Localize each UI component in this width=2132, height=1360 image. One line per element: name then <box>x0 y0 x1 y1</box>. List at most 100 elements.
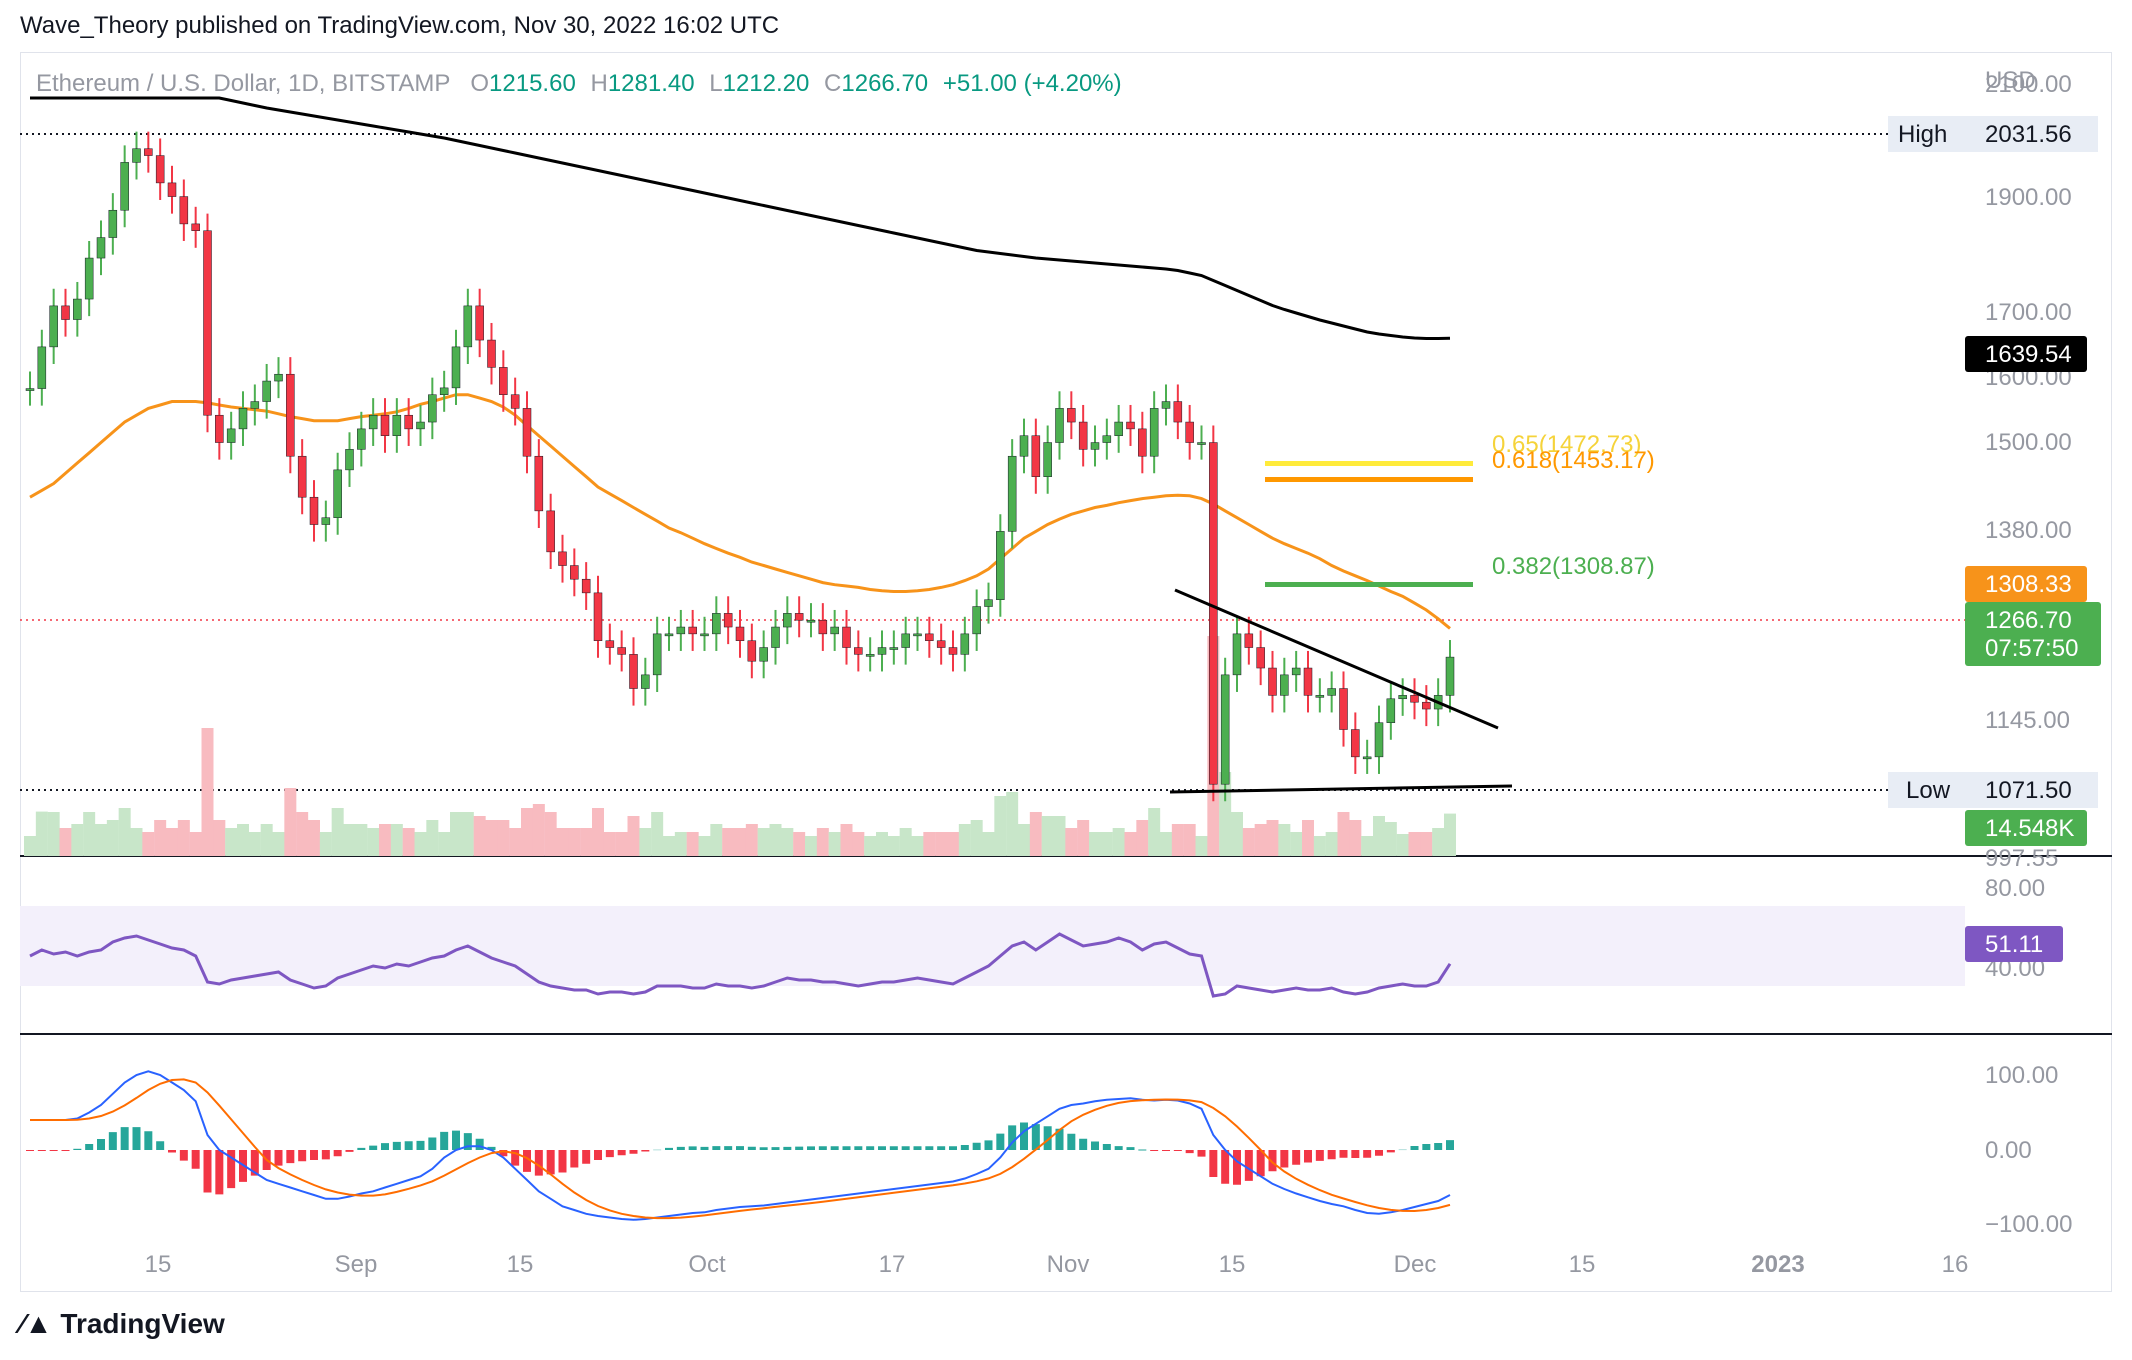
candle-body[interactable] <box>629 654 638 689</box>
candle-body[interactable] <box>368 414 378 430</box>
time-axis[interactable]: 15 Sep 15 Oct 17 Nov 15 Dec 15 2023 16 <box>145 1251 1969 1278</box>
candle-body[interactable] <box>463 305 473 348</box>
candle-body[interactable] <box>712 613 721 635</box>
candle-body[interactable] <box>960 633 970 655</box>
fib-65-line[interactable] <box>1265 461 1473 466</box>
price-axis[interactable]: 2100.001900.001700.001600.001500.001380.… <box>1985 71 2072 872</box>
candle-body[interactable] <box>96 237 106 259</box>
candle-body[interactable] <box>794 613 804 621</box>
candle-body[interactable] <box>274 373 283 382</box>
candle-body[interactable] <box>1315 695 1325 698</box>
candle-body[interactable] <box>1185 421 1194 443</box>
candle-body[interactable] <box>1114 421 1123 436</box>
candle-body[interactable] <box>309 496 319 525</box>
candle-body[interactable] <box>558 551 567 566</box>
candle-body[interactable] <box>61 305 70 320</box>
candle-body[interactable] <box>226 428 236 443</box>
candle-body[interactable] <box>1090 442 1100 450</box>
candle-body[interactable] <box>652 633 662 676</box>
candle-body[interactable] <box>1161 401 1171 409</box>
candle-body[interactable] <box>1244 633 1254 648</box>
signal-line[interactable] <box>30 1078 1451 1220</box>
candle-body[interactable] <box>877 647 887 655</box>
candle-body[interactable] <box>1398 695 1407 700</box>
candle-body[interactable] <box>191 223 200 231</box>
candle-body[interactable] <box>1280 674 1289 696</box>
candle-body[interactable] <box>49 305 58 348</box>
candle-body[interactable] <box>1445 656 1455 696</box>
support-trendline[interactable] <box>1169 784 1513 794</box>
candle-body[interactable] <box>416 421 425 430</box>
candle-body[interactable] <box>936 640 946 648</box>
candle-body[interactable] <box>1019 435 1029 457</box>
candle-body[interactable] <box>996 531 1005 600</box>
candle-body[interactable] <box>1126 421 1135 430</box>
candle-body[interactable] <box>451 346 461 389</box>
candle-body[interactable] <box>1007 455 1017 532</box>
candle-body[interactable] <box>948 647 958 655</box>
candle-body[interactable] <box>830 626 839 635</box>
candle-body[interactable] <box>901 633 910 648</box>
candle-body[interactable] <box>1362 756 1372 760</box>
fib-382-line[interactable] <box>1265 582 1473 587</box>
candle-body[interactable] <box>108 209 118 238</box>
candle-body[interactable] <box>499 367 508 395</box>
candle-body[interactable] <box>617 647 626 655</box>
candle-body[interactable] <box>546 510 555 553</box>
candle-body[interactable] <box>321 517 331 525</box>
candle-body[interactable] <box>593 592 603 641</box>
candle-body[interactable] <box>771 626 780 648</box>
candle-body[interactable] <box>735 626 745 641</box>
candle-body[interactable] <box>84 257 94 300</box>
candle-body[interactable] <box>1351 729 1360 758</box>
candle-body[interactable] <box>1374 722 1384 758</box>
candle-body[interactable] <box>1291 667 1301 676</box>
candle-body[interactable] <box>664 633 674 637</box>
candle-body[interactable] <box>250 401 260 409</box>
candle-body[interactable] <box>723 613 733 628</box>
candle-body[interactable] <box>688 626 697 635</box>
candle-body[interactable] <box>1055 408 1064 443</box>
descending-trendline[interactable] <box>1174 588 1499 730</box>
candle-body[interactable] <box>605 640 615 648</box>
footer-brand[interactable]: ⁄▲ TradingView <box>20 1308 225 1340</box>
candle-body[interactable] <box>1209 442 1218 785</box>
candle-body[interactable] <box>380 414 390 436</box>
candle-body[interactable] <box>913 633 922 637</box>
candle-body[interactable] <box>1197 442 1206 445</box>
candle-body[interactable] <box>1327 688 1336 696</box>
candle-body[interactable] <box>1422 701 1431 710</box>
candle-body[interactable] <box>167 182 177 197</box>
candle-body[interactable] <box>155 155 165 184</box>
candle-body[interactable] <box>132 148 141 163</box>
candle-body[interactable] <box>345 449 354 471</box>
candle-body[interactable] <box>428 394 437 423</box>
candle-body[interactable] <box>392 414 402 436</box>
candle-body[interactable] <box>439 387 449 395</box>
candle-body[interactable] <box>404 414 413 430</box>
candle-body[interactable] <box>1339 688 1348 730</box>
candle-body[interactable] <box>25 388 35 391</box>
candle-body[interactable] <box>700 633 709 637</box>
candle-body[interactable] <box>534 455 544 512</box>
candle-body[interactable] <box>865 654 875 657</box>
candle-body[interactable] <box>1173 401 1183 423</box>
candle-body[interactable] <box>120 162 129 211</box>
candle-body[interactable] <box>1303 667 1313 696</box>
candle-body[interactable] <box>1138 428 1147 457</box>
macd-line[interactable] <box>30 1070 1451 1221</box>
candle-body[interactable] <box>73 298 82 320</box>
candle-body[interactable] <box>1043 442 1052 477</box>
rsi-line[interactable] <box>29 932 1452 998</box>
candle-body[interactable] <box>1031 435 1041 477</box>
candle-body[interactable] <box>37 346 47 389</box>
candle-body[interactable] <box>854 647 863 655</box>
candle-body[interactable] <box>984 599 993 607</box>
candle-body[interactable] <box>641 674 650 689</box>
candle-body[interactable] <box>1268 667 1277 696</box>
candle-body[interactable] <box>144 148 153 156</box>
candle-body[interactable] <box>475 305 484 341</box>
candle-body[interactable] <box>510 394 520 409</box>
candle-body[interactable] <box>806 619 816 623</box>
